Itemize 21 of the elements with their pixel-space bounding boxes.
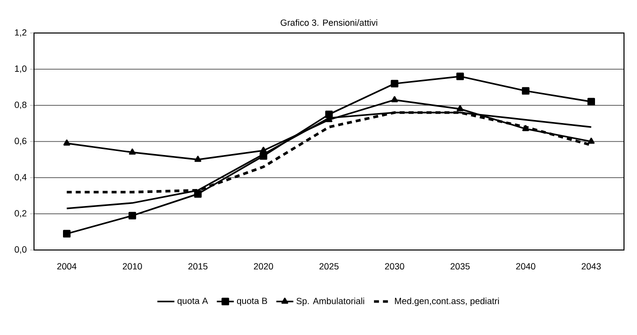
y-tick-label: 0,6 — [14, 138, 26, 146]
x-tick-label: 2010 — [122, 263, 142, 270]
x-tick-label: 2030 — [385, 263, 404, 270]
legend-label: Med.gen,cont.ass, pediatri — [395, 298, 499, 306]
y-tick-label: 0,8 — [14, 102, 26, 110]
x-tick-label: 2015 — [188, 263, 208, 270]
x-tick-label: 2035 — [450, 263, 470, 270]
y-tick-label: 1,2 — [15, 29, 26, 37]
y-tick-label: 0,2 — [14, 210, 26, 218]
legend-label: quota A — [178, 298, 208, 306]
y-tick-label: 1,0 — [15, 65, 26, 73]
x-tick-label: 2025 — [319, 263, 339, 270]
x-tick-label: 2040 — [516, 263, 536, 270]
legend-label: quota B — [237, 298, 268, 306]
x-tick-label: 2020 — [254, 263, 274, 270]
x-tick-label: 2043 — [582, 263, 601, 270]
y-tick-label: 0,4 — [14, 174, 27, 182]
x-tick-label: 2004 — [57, 263, 76, 270]
chart-title: Grafico 3. Pensioni/attivi — [280, 19, 378, 26]
y-tick-label: 0,0 — [14, 246, 26, 254]
legend-label: Sp. Ambulatoriali — [296, 298, 364, 306]
